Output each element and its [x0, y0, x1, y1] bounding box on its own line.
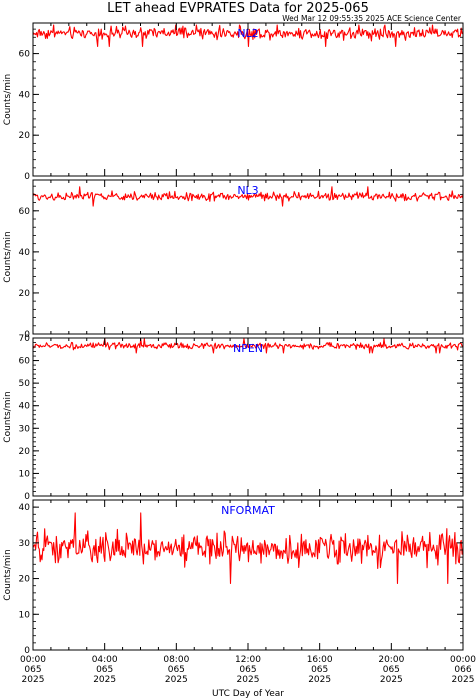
y-tick-label: 40: [19, 402, 31, 412]
x-tick-label: 065: [311, 665, 328, 675]
y-tick-label: 20: [19, 289, 31, 299]
x-axis-label: UTC Day of Year: [212, 689, 284, 699]
y-tick-label: 60: [19, 207, 31, 217]
x-tick-label: 065: [239, 665, 256, 675]
x-tick-label: 2025: [380, 675, 403, 685]
x-tick-label: 2025: [93, 675, 116, 685]
y-tick-label: 40: [19, 90, 31, 100]
y-tick-label: 20: [19, 575, 31, 585]
x-tick-label: 20:00: [378, 655, 404, 665]
y-axis-label: Counts/min: [3, 391, 13, 442]
panel-label-nformat: NFORMAT: [221, 504, 275, 517]
x-tick-label: 00:00: [20, 655, 46, 665]
x-tick-label: 16:00: [307, 655, 333, 665]
y-tick-label: 0: [24, 646, 30, 656]
x-tick-label: 065: [383, 665, 400, 675]
x-tick-label: 2025: [452, 675, 475, 685]
panel-npen: 0 10 20 30 40 50 60 70 Counts/min NPEN: [3, 334, 464, 502]
y-tick-label: 40: [19, 503, 31, 513]
plot-frame: [32, 179, 464, 335]
y-tick-label: 10: [19, 469, 31, 479]
panels-group: 0 20 40 60 Counts/min NL2 0 20 40 60 Counts/min NL3…: [3, 22, 464, 656]
y-tick-label: 40: [19, 248, 31, 258]
y-tick-label: 30: [19, 539, 31, 549]
y-axis-label: Counts/min: [3, 74, 13, 125]
y-tick-label: 20: [19, 447, 31, 457]
x-tick-label: 2025: [22, 675, 45, 685]
y-axis-label: Counts/min: [3, 231, 13, 282]
y-tick-label: 50: [19, 379, 31, 389]
y-tick-label: 20: [19, 131, 31, 141]
y-tick-label: 30: [19, 424, 31, 434]
y-tick-label: 60: [19, 50, 31, 60]
x-tick-label: 065: [168, 665, 185, 675]
y-axis-label: Counts/min: [3, 549, 13, 600]
panel-label-nl2: NL2: [237, 27, 258, 40]
y-tick-label: 60: [19, 357, 31, 367]
x-tick-label: 00:00: [450, 655, 476, 665]
series-line-nformat: [32, 512, 464, 585]
x-tick-label: 065: [24, 665, 41, 675]
x-axis-tick-labels: 00:00065202504:00065202508:00065202512:0…: [20, 655, 476, 685]
x-tick-label: 08:00: [163, 655, 189, 665]
series-line-nl3: [32, 186, 464, 207]
y-tick-label: 0: [24, 492, 30, 502]
y-tick-label: 70: [19, 334, 31, 344]
y-tick-label: 0: [24, 330, 30, 340]
series-line-nl2: [32, 24, 464, 48]
panel-nformat: 0 10 20 30 40 Counts/min NFORMAT: [3, 499, 464, 656]
panel-nl2: 0 20 40 60 Counts/min NL2: [3, 22, 464, 182]
chart-title: LET ahead EVPRATES Data for 2025-065: [107, 1, 369, 16]
x-tick-label: 04:00: [92, 655, 118, 665]
timestamp: Wed Mar 12 09:55:35 2025 ACE Science Cen…: [282, 14, 462, 23]
x-tick-label: 12:00: [235, 655, 261, 665]
panel-label-npen: NPEN: [233, 342, 263, 355]
panel-label-nl3: NL3: [237, 184, 258, 197]
x-tick-label: 065: [96, 665, 113, 675]
y-tick-label: 10: [19, 610, 31, 620]
x-tick-label: 2025: [308, 675, 331, 685]
y-tick-label: 0: [24, 172, 30, 182]
x-tick-label: 066: [454, 665, 471, 675]
x-tick-label: 2025: [237, 675, 260, 685]
plot-frame: [32, 499, 464, 651]
x-tick-label: 2025: [165, 675, 188, 685]
plot-frame: [32, 337, 464, 497]
panel-nl3: 0 20 40 60 Counts/min NL3: [3, 179, 464, 340]
